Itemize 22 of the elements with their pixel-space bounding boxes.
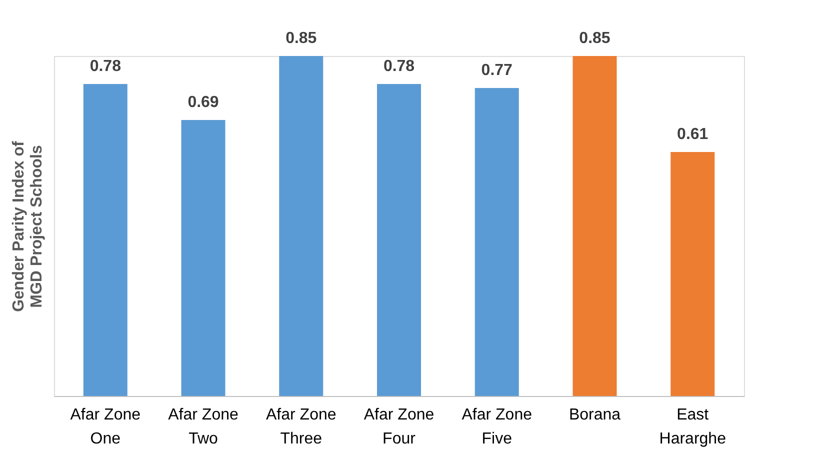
x-tick-label: Afar Zone Five — [462, 406, 532, 448]
data-label: 0.78 — [383, 58, 415, 75]
data-label: 0.78 — [90, 58, 122, 75]
data-label: 0.85 — [286, 30, 317, 47]
bar — [670, 152, 715, 396]
data-label: 0.69 — [188, 94, 219, 111]
y-axis-title: Gender Parity Index of MGD Project Schools — [10, 140, 46, 312]
data-label: 0.85 — [579, 30, 610, 47]
data-label: 0.61 — [677, 126, 708, 143]
x-tick-label: Afar Zone Four — [364, 406, 434, 448]
data-label: 0.77 — [481, 62, 513, 79]
bar — [572, 56, 617, 396]
bar — [83, 84, 128, 396]
x-tick-label: Afar Zone Three — [266, 406, 336, 448]
bar — [474, 88, 519, 396]
bar — [181, 120, 226, 396]
x-tick-label: East Hararghe — [659, 406, 726, 448]
x-tick-label: Afar Zone Two — [168, 406, 238, 448]
bar — [279, 56, 324, 396]
x-tick-label: Borana — [568, 406, 621, 424]
bar — [377, 84, 421, 396]
x-tick-label: Afar Zone One — [70, 406, 141, 448]
